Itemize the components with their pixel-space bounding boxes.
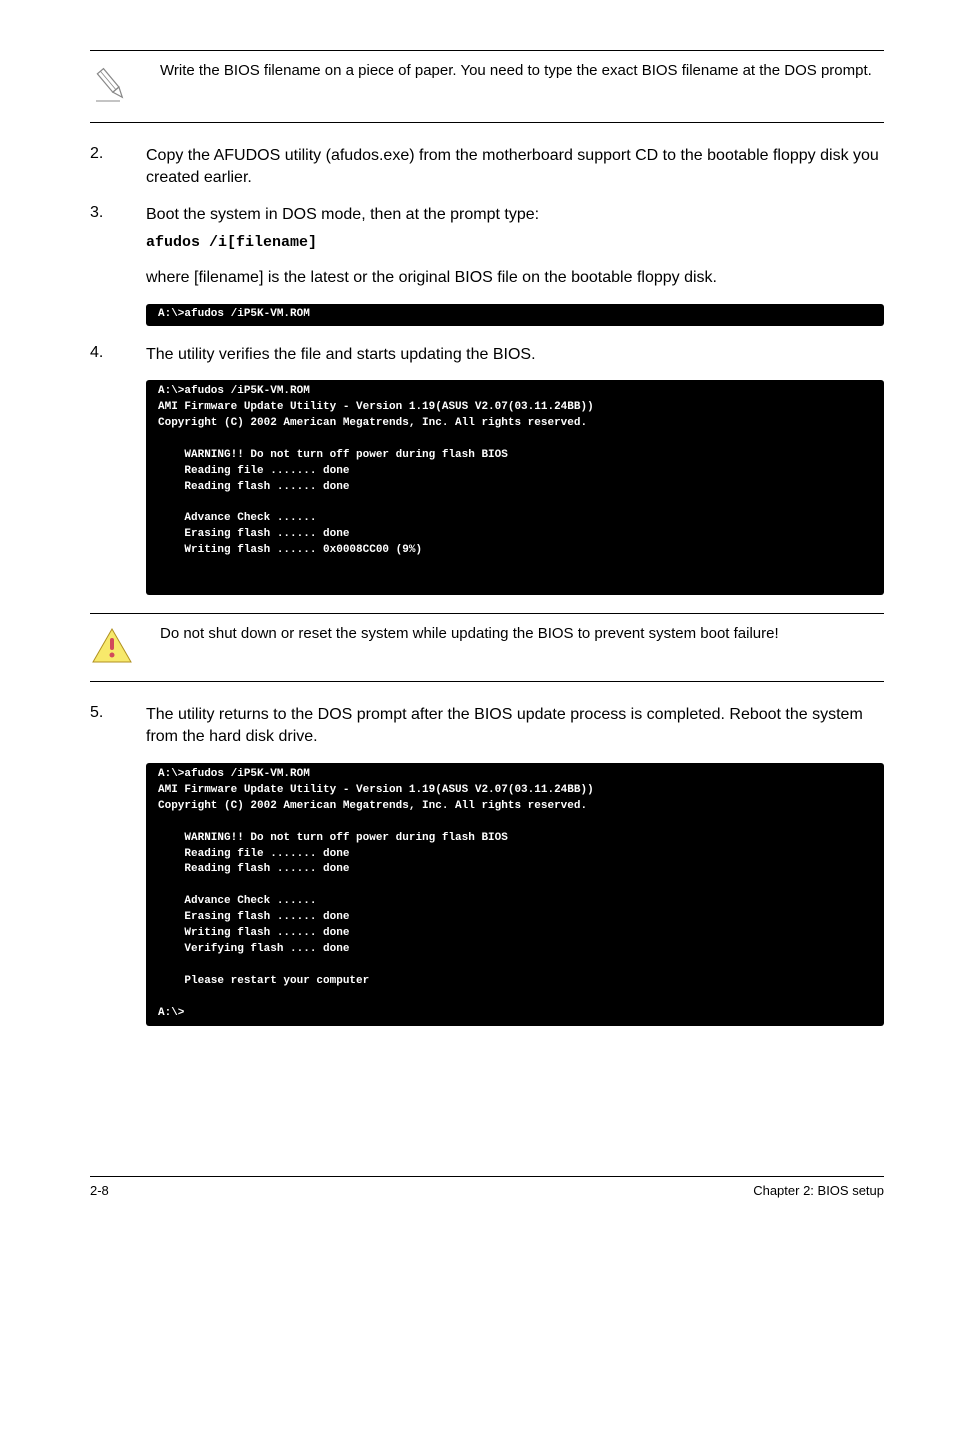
warning-text: Do not shut down or reset the system whi… (146, 624, 779, 644)
footer-chapter: Chapter 2: BIOS setup (753, 1183, 884, 1198)
step-number: 5. (90, 704, 146, 749)
step-3: 3. Boot the system in DOS mode, then at … (90, 204, 884, 253)
warning-icon (90, 624, 146, 671)
step-text: The utility verifies the file and starts… (146, 344, 884, 366)
note-box: Write the BIOS filename on a piece of pa… (90, 50, 884, 123)
step-number: 4. (90, 344, 146, 366)
step-5: 5. The utility returns to the DOS prompt… (90, 704, 884, 749)
page-content: Write the BIOS filename on a piece of pa… (0, 0, 954, 1228)
terminal-output-1: A:\>afudos /iP5K-VM.ROM (146, 304, 884, 326)
code-inline: afudos /i[filename] (146, 232, 884, 253)
note-text: Write the BIOS filename on a piece of pa… (146, 61, 872, 81)
pencil-icon (90, 61, 146, 112)
terminal-output-2: A:\>afudos /iP5K-VM.ROM AMI Firmware Upd… (146, 380, 884, 595)
step-text: Copy the AFUDOS utility (afudos.exe) fro… (146, 145, 884, 190)
step-number: 3. (90, 204, 146, 253)
step-text: Boot the system in DOS mode, then at the… (146, 204, 884, 253)
warning-box: Do not shut down or reset the system whi… (90, 613, 884, 682)
where-paragraph: where [filename] is the latest or the or… (146, 267, 884, 289)
page-footer: 2-8 Chapter 2: BIOS setup (90, 1176, 884, 1198)
step-number: 2. (90, 145, 146, 190)
terminal-output-3: A:\>afudos /iP5K-VM.ROM AMI Firmware Upd… (146, 763, 884, 1026)
step-text: The utility returns to the DOS prompt af… (146, 704, 884, 749)
step-4: 4. The utility verifies the file and sta… (90, 344, 884, 366)
footer-page-num: 2-8 (90, 1183, 109, 1198)
step3-line: Boot the system in DOS mode, then at the… (146, 206, 539, 223)
step-2: 2. Copy the AFUDOS utility (afudos.exe) … (90, 145, 884, 190)
